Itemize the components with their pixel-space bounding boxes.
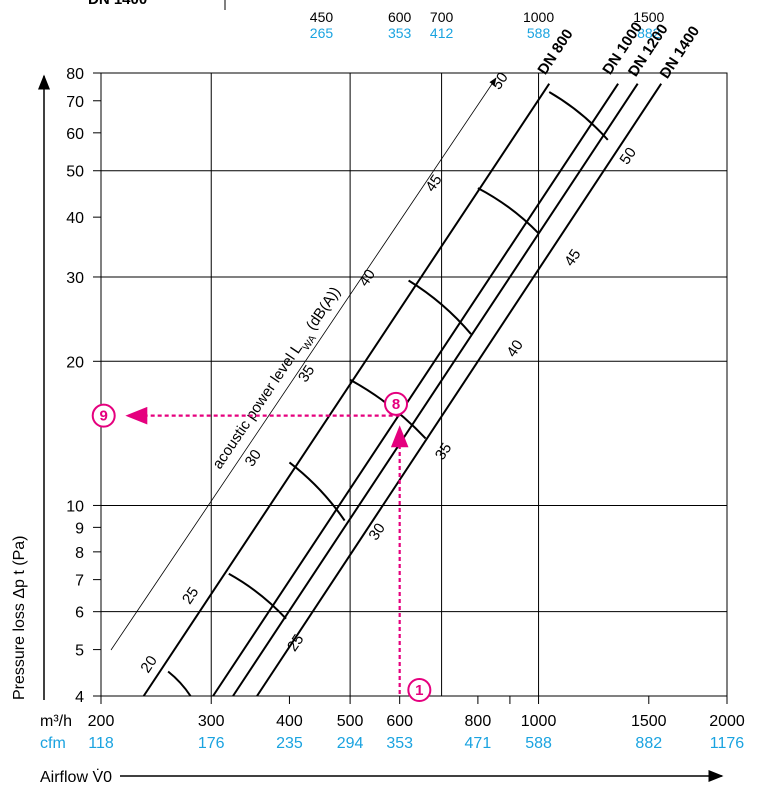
top-tick-label: 1500 (633, 9, 664, 25)
top-tick-label: 700 (430, 9, 454, 25)
step-marker-circle (91, 403, 116, 428)
acoustic-level-label: 50 (617, 144, 640, 167)
y-tick-label: 5 (75, 643, 84, 660)
y-tick-label: 4 (75, 689, 84, 706)
x-tick-label: 300 (198, 713, 225, 730)
y-tick-label: 50 (66, 164, 84, 181)
y-tick-label: 8 (75, 545, 84, 562)
acoustic-curve (228, 572, 287, 620)
acoustic-level-label: 40 (503, 337, 526, 360)
top-axis-dn-label: DN 1400 (88, 0, 147, 8)
acoustic-level-label: 45 (561, 246, 584, 269)
acoustic-level-label: 30 (365, 520, 388, 543)
acoustic-level-label: 50 (488, 69, 511, 92)
x-tick-label: 1500 (631, 713, 667, 730)
acoustic-level-label: 30 (242, 447, 265, 470)
acoustic-level-label: 20 (137, 653, 160, 676)
x-tick-cfm-label: 294 (337, 735, 364, 752)
y-tick-label: 20 (66, 354, 84, 371)
acoustic-axis-arrow (110, 77, 497, 651)
top-tick-label: 1000 (523, 9, 554, 25)
acoustic-level-label: 40 (356, 266, 379, 289)
x-tick-cfm-label: 588 (525, 735, 552, 752)
step-marker-circle (384, 391, 409, 416)
acoustic-level-label: 45 (422, 172, 445, 195)
y-tick-label: 70 (66, 94, 84, 111)
x-axis-ticks: m³/h cfm 200 118 300 176 400 235 500 294 600 353 8… (40, 696, 745, 752)
y-axis-ticks: 4 5 6 7 8 9 10 20 30 40 50 60 70 80 (66, 66, 101, 706)
x-tick-label: 500 (337, 713, 364, 730)
acoustic-curve (167, 670, 192, 697)
annotations: 1 8 9 (91, 391, 432, 702)
x-tick-cfm-label: 118 (88, 735, 114, 752)
top-tick-label: 450 (310, 9, 334, 25)
x-tick-cfm-label: 471 (465, 735, 492, 752)
y-tick-label: 9 (75, 520, 84, 537)
y-axis-title: Pressure loss Δp t (Pa) (11, 535, 28, 700)
series-line (256, 83, 663, 697)
x-tick-cfm-label: 235 (276, 735, 303, 752)
step-marker-label: 1 (415, 682, 423, 699)
x-tick-label: 1000 (521, 713, 557, 730)
y-tick-label: 7 (75, 573, 84, 590)
x-unit-secondary: cfm (40, 735, 66, 752)
series-line (232, 83, 639, 697)
x-tick-label: 400 (276, 713, 303, 730)
x-tick-label: 800 (465, 713, 492, 730)
acoustic-level-label: 35 (295, 362, 318, 385)
y-tick-label: 80 (66, 66, 84, 83)
y-tick-label: 10 (66, 498, 84, 515)
top-tick-cfm-label: 882 (637, 25, 661, 41)
acoustic-level-label: 25 (284, 631, 307, 654)
x-tick-cfm-label: 353 (386, 735, 413, 752)
acoustic-labels: 20 25 30 35 40 45 50 25 30 35 40 45 50 (137, 69, 640, 676)
step-marker-circle (407, 678, 432, 702)
y-tick-label: 40 (66, 210, 84, 227)
x-tick-cfm-label: 1176 (710, 735, 745, 752)
x-tick-cfm-label: 176 (198, 735, 225, 752)
top-tick-cfm-label: 265 (310, 25, 334, 41)
x-unit-main: m³/h (40, 713, 72, 730)
acoustic-curve (477, 187, 540, 235)
acoustic-curve (548, 91, 609, 141)
y-tick-label: 60 (66, 126, 84, 143)
acoustic-curve (408, 279, 472, 335)
acoustic-level-label: 25 (179, 584, 202, 607)
y-tick-label: 6 (75, 605, 84, 622)
x-axis-title: Airflow V̇0 (40, 768, 112, 786)
step-marker-label: 9 (100, 408, 108, 425)
x-tick-label: 2000 (709, 713, 745, 730)
acoustic-level-label: 35 (432, 440, 455, 463)
series-line (142, 83, 551, 697)
series-line (212, 83, 619, 697)
x-tick-cfm-label: 882 (635, 735, 662, 752)
top-tick-cfm-label: 412 (430, 25, 454, 41)
x-tick-label: 200 (88, 713, 115, 730)
top-tick-label: 600 (388, 9, 412, 25)
acoustic-axis-label: acoustic power level LWA (dB(A)) (209, 284, 348, 475)
x-tick-label: 600 (386, 713, 413, 730)
acoustic-curve (288, 461, 346, 522)
acoustic-curves (167, 91, 609, 697)
step-marker-label: 8 (392, 396, 400, 413)
y-tick-label: 30 (66, 270, 84, 287)
top-tick-cfm-label: 588 (527, 25, 551, 41)
top-tick-cfm-label: 353 (388, 25, 412, 41)
